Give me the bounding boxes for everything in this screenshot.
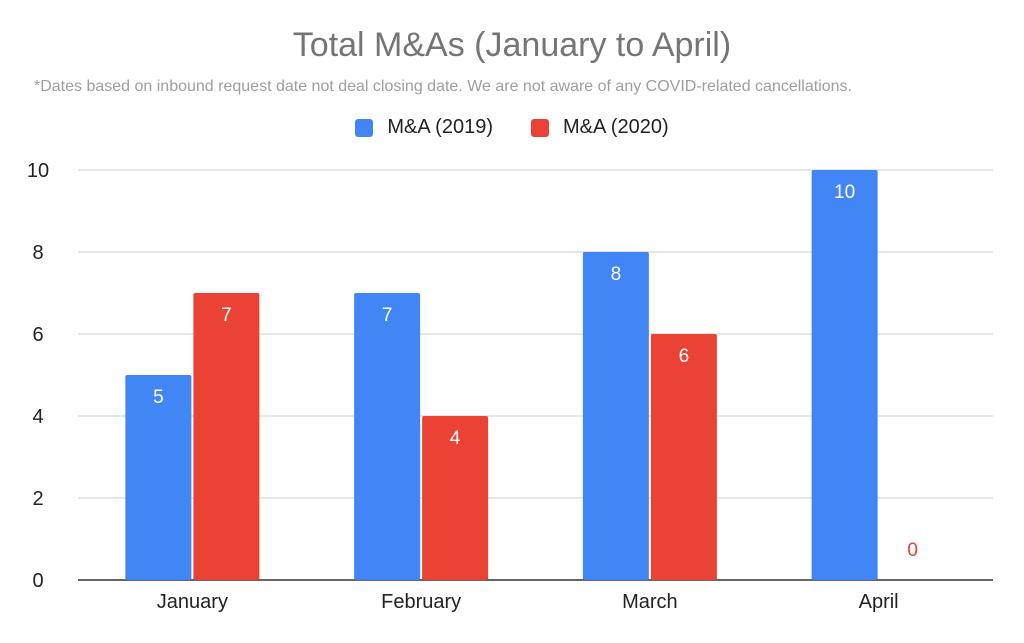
y-tick-label: 0 <box>32 570 43 592</box>
legend-swatch-2019 <box>355 118 374 137</box>
y-tick-label: 6 <box>32 324 43 346</box>
bar <box>354 293 421 580</box>
data-label: 8 <box>611 264 622 285</box>
bar <box>422 416 489 580</box>
legend-label-2020: M&A (2020) <box>563 116 669 138</box>
data-label: 10 <box>834 182 855 203</box>
data-label: 5 <box>153 387 164 408</box>
x-tick-label: February <box>381 591 461 613</box>
y-tick-label: 8 <box>32 242 43 264</box>
legend-item-2019: M&A (2019) <box>355 116 493 139</box>
data-label: 6 <box>679 346 690 367</box>
legend-label-2019: M&A (2019) <box>387 116 493 138</box>
chart-subtitle: *Dates based on inbound request date not… <box>34 78 852 95</box>
bar <box>125 375 192 580</box>
x-tick-label: March <box>622 591 678 613</box>
bar <box>193 293 260 580</box>
x-tick-label: January <box>157 591 228 613</box>
y-tick-label: 2 <box>32 488 43 510</box>
data-label: 7 <box>382 305 393 326</box>
data-label: 0 <box>907 540 918 561</box>
legend-item-2020: M&A (2020) <box>531 116 669 139</box>
legend-swatch-2020 <box>531 118 549 137</box>
bar <box>582 252 649 580</box>
y-tick-label: 4 <box>32 406 43 428</box>
bar <box>650 334 717 580</box>
chart-title: Total M&As (January to April) <box>292 26 732 64</box>
data-label: 7 <box>221 305 232 326</box>
chart-legend: M&A (2019) M&A (2020) <box>0 116 1024 139</box>
y-tick-label: 10 <box>27 160 49 182</box>
bar <box>811 170 878 580</box>
x-tick-label: April <box>859 591 899 613</box>
data-label: 4 <box>450 428 461 449</box>
